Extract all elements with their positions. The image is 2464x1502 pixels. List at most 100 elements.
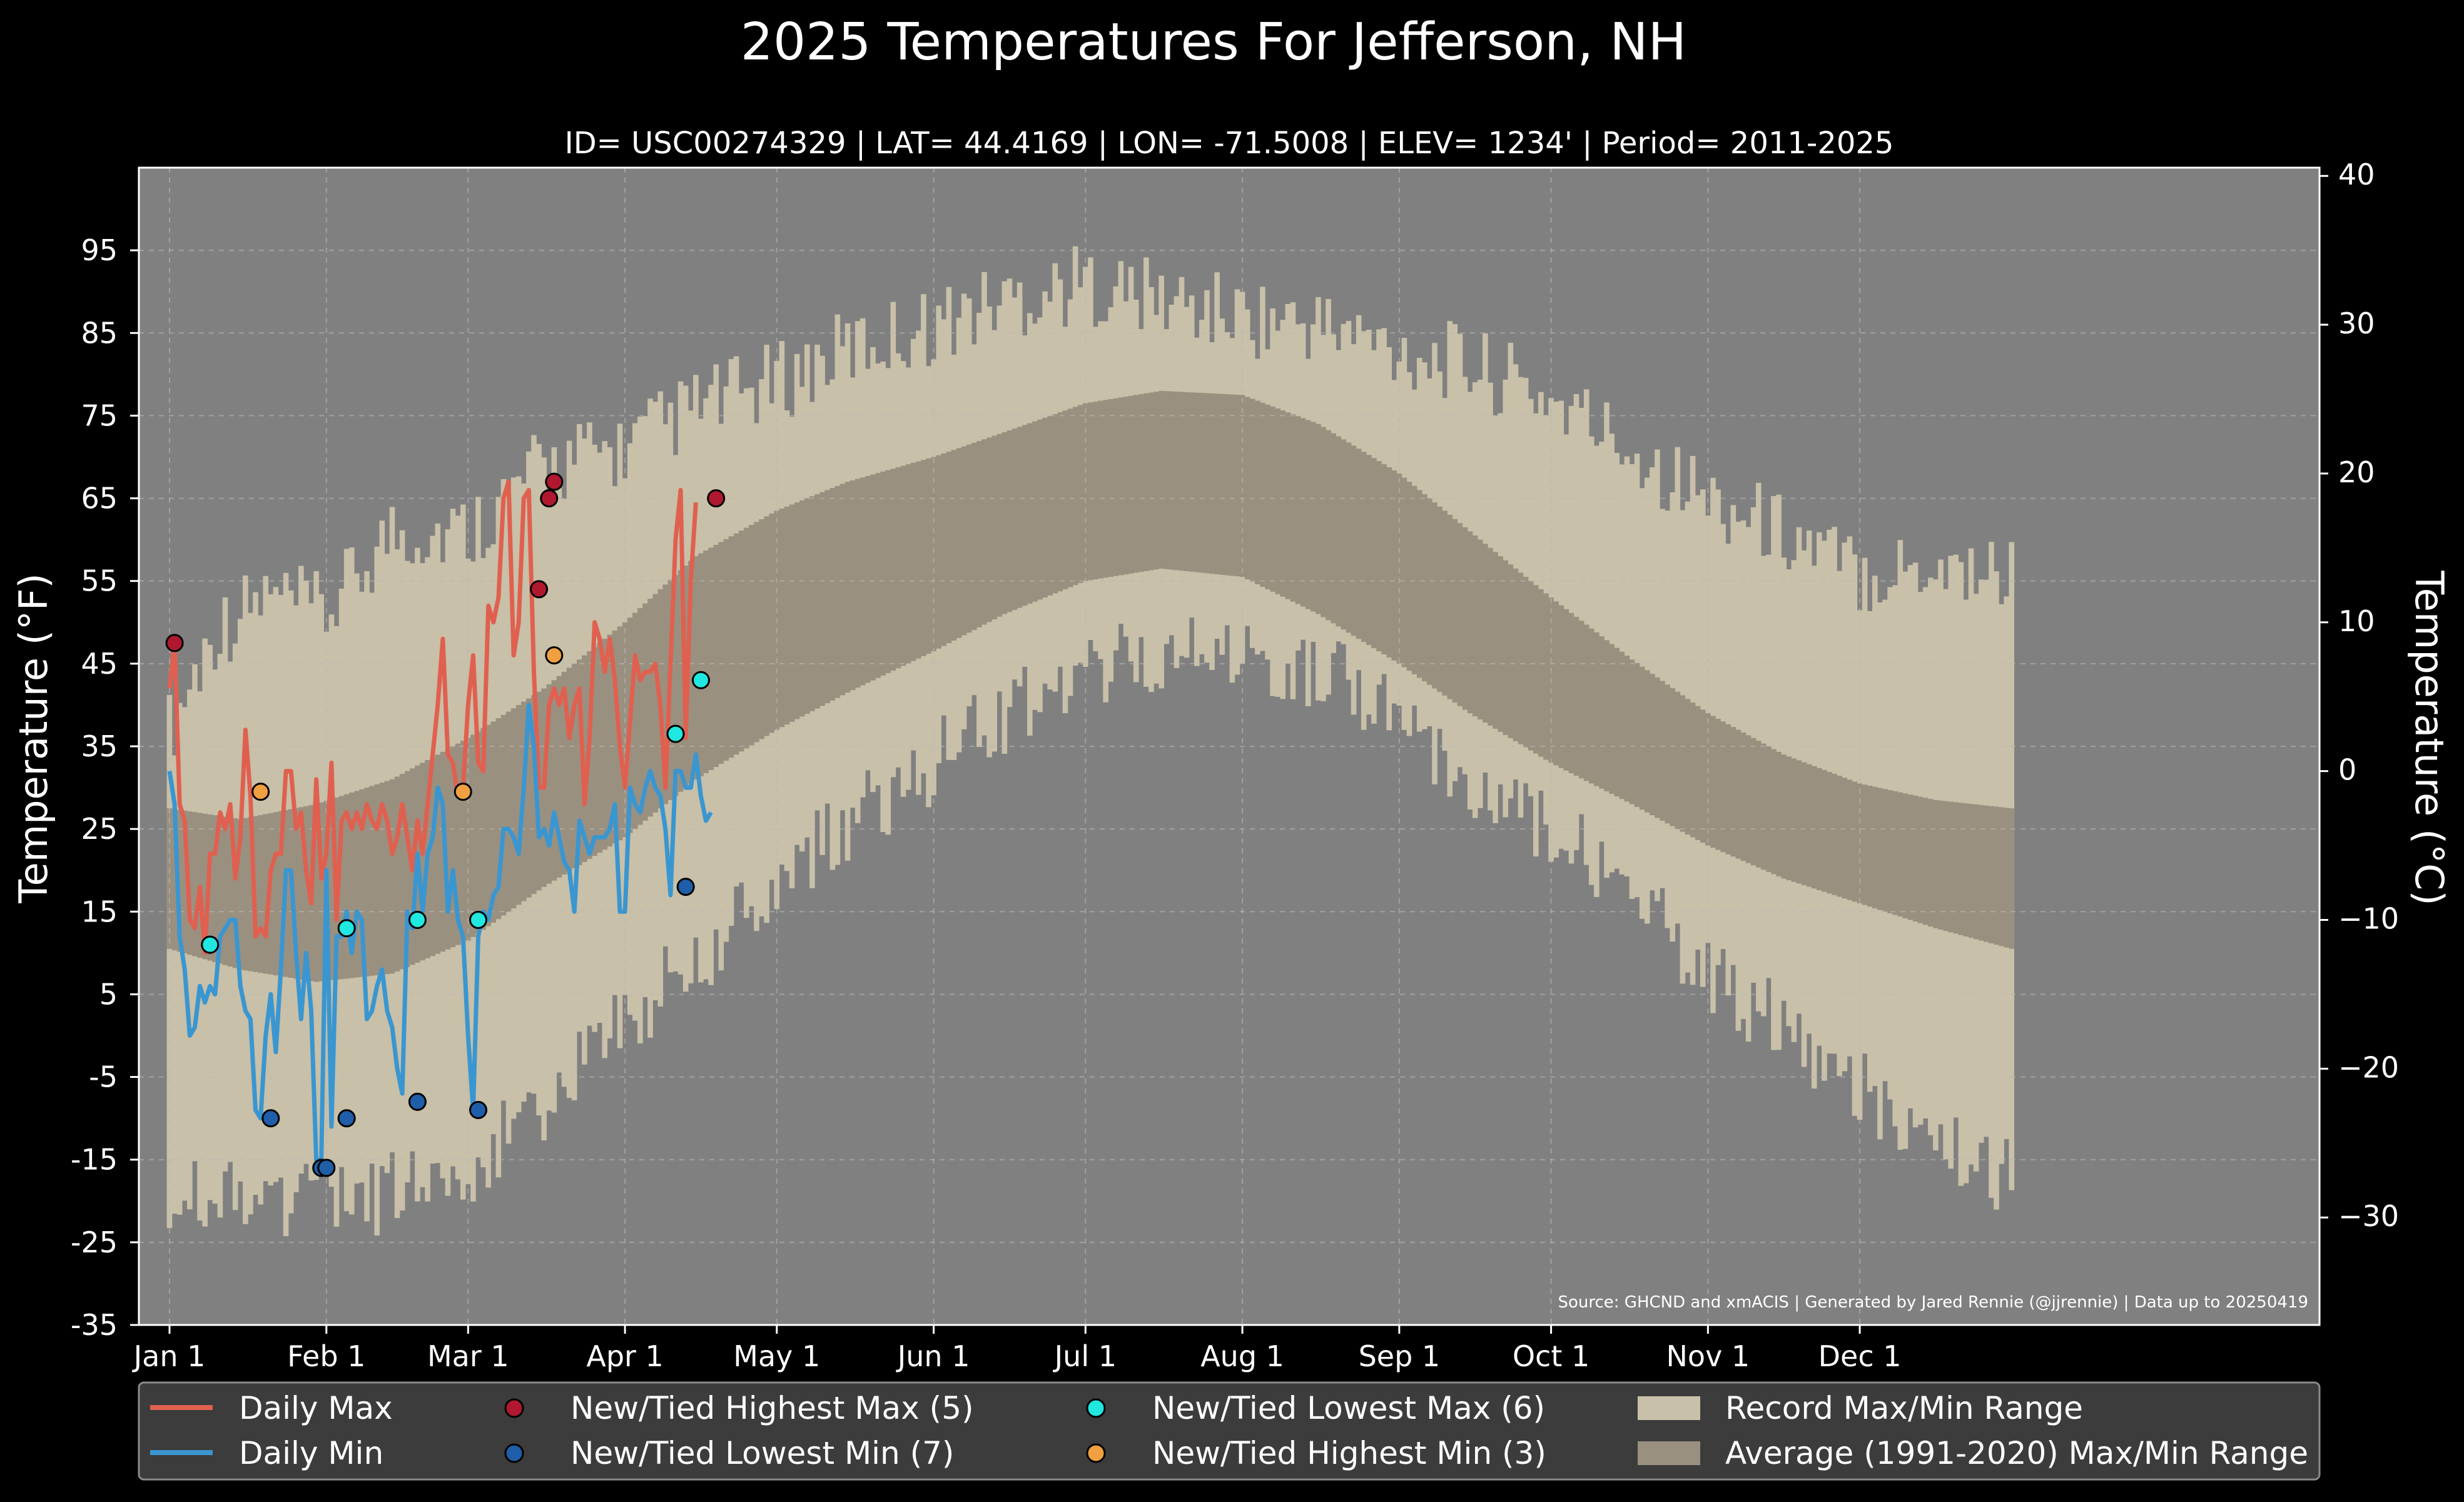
average-range-bar — [799, 500, 805, 717]
average-range-bar — [1822, 769, 1827, 892]
lowest-max-marker — [666, 724, 685, 743]
average-range-bar — [505, 711, 512, 912]
average-range-bar — [1224, 394, 1230, 576]
average-range-bar — [1902, 793, 1909, 918]
average-range-bar — [338, 796, 345, 980]
average-range-bar — [1634, 662, 1640, 807]
average-range-bar — [546, 684, 552, 884]
average-range-bar — [834, 485, 841, 698]
record-range-bar — [181, 707, 188, 1201]
average-range-bar — [1478, 539, 1483, 720]
highest-max-marker — [545, 472, 564, 491]
average-range-bar — [1432, 502, 1437, 689]
average-range-bar — [738, 530, 744, 752]
y-tick-label-left: 15 — [81, 895, 118, 928]
y-tick-label-left: -35 — [71, 1308, 118, 1342]
average-range-bar — [1300, 418, 1306, 607]
average-range-bar — [1391, 470, 1397, 661]
legend-label-daily-min: Daily Min — [239, 1435, 383, 1471]
average-range-bar — [1740, 732, 1747, 861]
average-range-bar — [1416, 490, 1422, 678]
average-range-bar — [445, 749, 451, 950]
average-range-bar — [1057, 412, 1063, 592]
average-range-bar — [981, 439, 987, 625]
average-range-bar — [1113, 398, 1119, 576]
average-range-bar — [1528, 581, 1534, 751]
average-range-bar — [1270, 406, 1275, 592]
y-tick-label-left: -25 — [71, 1225, 118, 1259]
y-tick-label-left: -15 — [71, 1143, 118, 1177]
average-range-bar — [1558, 605, 1564, 768]
lowest-min-marker — [337, 1109, 356, 1128]
average-range-bar — [278, 811, 284, 977]
average-range-bar — [1366, 455, 1372, 646]
y-tick-label-left: 75 — [81, 398, 118, 432]
average-range-bar — [1588, 628, 1595, 784]
average-range-bar — [1786, 756, 1792, 881]
average-range-bar — [1123, 397, 1129, 575]
x-tick-label: Feb 1 — [287, 1339, 365, 1373]
average-range-bar — [597, 642, 602, 853]
average-range-bar — [510, 708, 517, 908]
average-range-bar — [1725, 724, 1731, 855]
average-range-bar — [1148, 392, 1154, 571]
legend-swatch-record-range — [1638, 1396, 1700, 1420]
source-note: Source: GHCND and xmACIS | Generated by … — [1558, 1293, 2308, 1312]
average-range-bar — [1184, 392, 1190, 572]
lowest-min-marker — [261, 1109, 280, 1128]
average-range-bar — [1817, 768, 1822, 890]
average-range-bar — [956, 448, 962, 638]
average-range-bar — [1958, 803, 1964, 935]
average-range-bar — [227, 817, 233, 967]
average-range-bar — [1017, 427, 1023, 608]
average-range-bar — [921, 460, 926, 656]
record-range-bar — [1578, 407, 1584, 814]
average-range-bar — [1796, 760, 1802, 884]
average-range-bar — [1032, 421, 1038, 602]
average-range-bar — [723, 539, 729, 761]
average-range-bar — [1411, 485, 1417, 674]
x-tick-label: May 1 — [733, 1339, 820, 1373]
average-range-bar — [652, 594, 658, 813]
average-range-bar — [435, 754, 441, 954]
average-range-bar — [1766, 746, 1772, 872]
average-range-bar — [2009, 808, 2015, 949]
average-range-bar — [217, 816, 223, 964]
average-range-bar — [971, 442, 977, 631]
average-range-bar — [1326, 430, 1331, 621]
average-range-bar — [1437, 506, 1442, 693]
average-range-bar — [1508, 564, 1514, 738]
average-range-bar — [1644, 670, 1650, 813]
average-range-bar — [1153, 392, 1159, 570]
average-range-bar — [303, 806, 309, 980]
average-range-bar — [1543, 593, 1549, 760]
average-range-bar — [1316, 424, 1321, 614]
legend-label-lowest-min: New/Tied Lowest Min (7) — [570, 1435, 954, 1471]
legend-swatch-highest-min — [1086, 1443, 1106, 1463]
average-range-bar — [318, 802, 324, 982]
average-range-bar — [1989, 806, 1994, 943]
y-tick-label-left: 5 — [99, 977, 118, 1011]
average-range-bar — [1052, 414, 1058, 594]
legend-label-highest-max: New/Tied Highest Max (5) — [570, 1390, 974, 1426]
average-range-bar — [1806, 764, 1812, 887]
highest-max-marker — [540, 489, 559, 508]
average-range-bar — [232, 818, 238, 968]
average-range-bar — [1260, 402, 1265, 587]
average-range-bar — [404, 771, 410, 967]
average-range-bar — [1467, 531, 1473, 714]
average-range-bar — [1573, 617, 1579, 776]
average-range-bar — [1912, 795, 1919, 922]
average-range-bar — [632, 612, 638, 830]
average-range-bar — [1118, 397, 1124, 576]
average-range-bar — [1938, 800, 1944, 930]
average-range-bar — [237, 819, 243, 970]
lowest-min-marker — [676, 878, 695, 896]
average-range-bar — [1685, 699, 1691, 835]
average-range-bar — [1128, 395, 1134, 574]
average-range-bar — [1098, 400, 1103, 579]
average-range-bar — [1892, 791, 1898, 915]
average-range-bar — [293, 808, 299, 979]
average-range-bar — [248, 817, 253, 972]
